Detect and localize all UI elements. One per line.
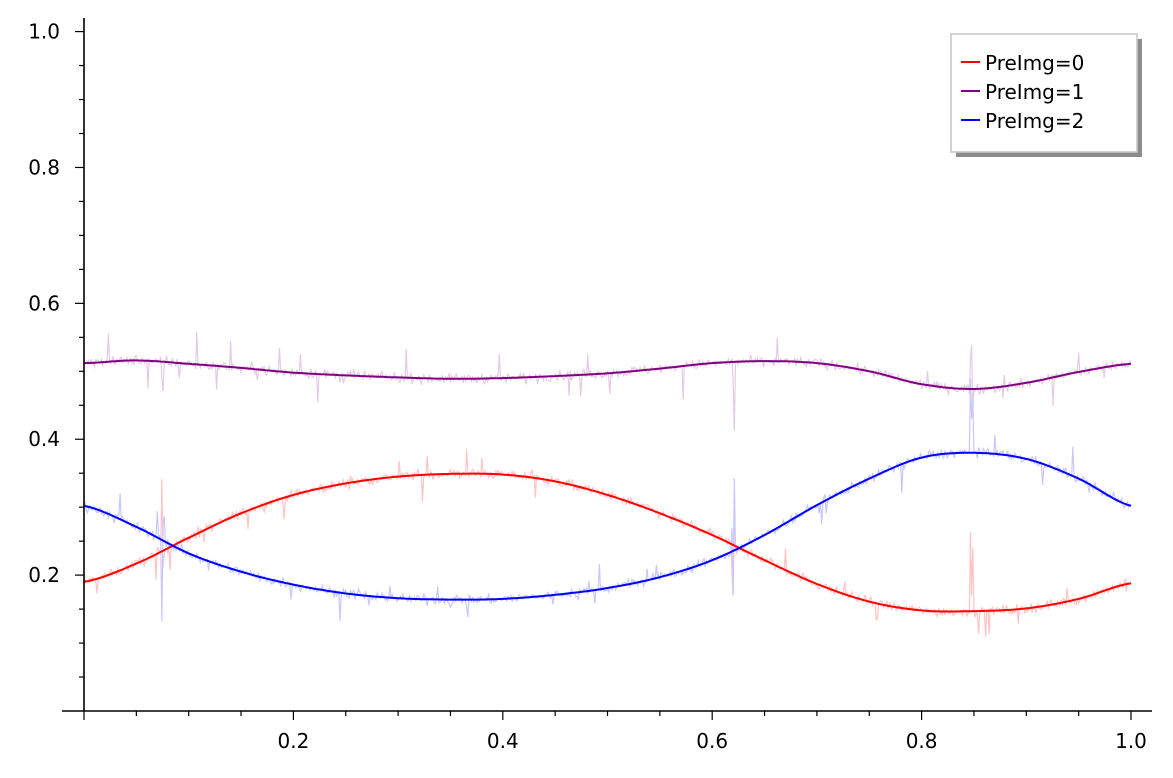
y-ticks: 0.2 0.4 0.6 0.8 1.0 [28,20,84,678]
noise-trace-0 [83,449,1132,637]
y-tick-label: 0.6 [28,291,60,315]
noise-layer [83,332,1132,637]
x-tick-label: 1.0 [1115,729,1147,753]
x-tick-label: 0.2 [277,729,309,753]
legend-label-preimg-0: PreImg=0 [985,51,1084,75]
legend-label-preimg-2: PreImg=2 [985,109,1084,133]
series-line-preimg-2 [83,451,1132,601]
legend-entry-preimg-1: PreImg=1 [961,80,1084,104]
legend: PreImg=0 PreImg=1 PreImg=2 [950,33,1142,157]
x-ticks: 0.2 0.4 0.6 0.8 1.0 [83,711,1147,753]
y-tick-label: 0.4 [28,427,60,451]
noise-trace-2 [83,378,1132,622]
series-line-preimg-1 [83,359,1132,390]
y-tick-label: 0.2 [28,563,60,587]
series-line-preimg-0 [83,472,1132,613]
legend-label-preimg-1: PreImg=1 [985,80,1084,104]
legend-entry-preimg-0: PreImg=0 [961,51,1084,75]
x-tick-label: 0.6 [696,729,728,753]
x-tick-label: 0.8 [906,729,938,753]
legend-entry-preimg-2: PreImg=2 [961,109,1084,133]
series-lines [83,359,1132,613]
noise-trace-1 [83,332,1132,431]
legend-box [950,33,1138,153]
y-tick-label: 0.8 [28,155,60,179]
x-tick-label: 0.4 [487,729,519,753]
y-tick-label: 1.0 [28,20,60,44]
